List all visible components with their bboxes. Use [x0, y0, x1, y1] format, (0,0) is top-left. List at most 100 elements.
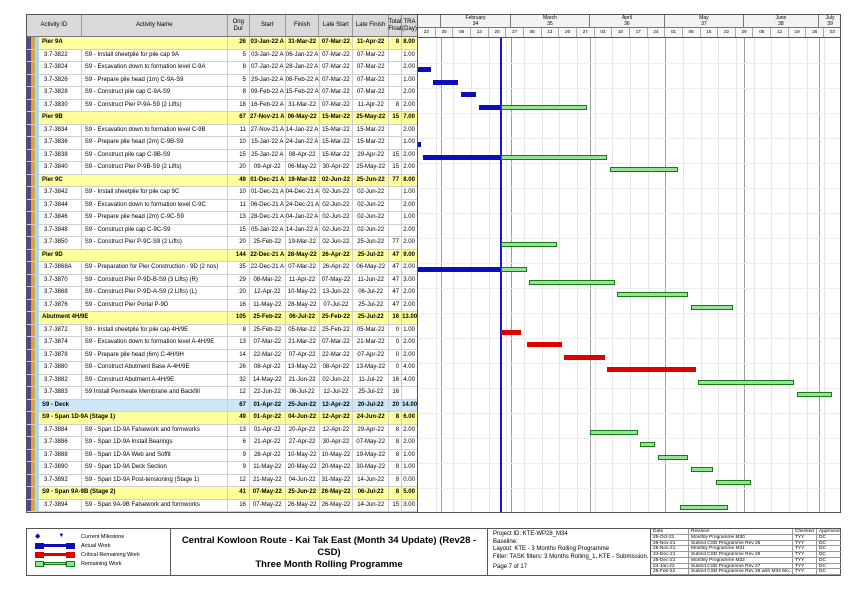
- ls-cell: 26-May-22: [320, 499, 354, 511]
- row-band-stripes: [27, 212, 39, 224]
- week-gridline: [647, 38, 649, 512]
- timeline-week-cell: 23: [418, 28, 436, 37]
- tra-cell: 1.00: [403, 451, 415, 458]
- table-row: 3.7-3830 S9 - Construct Pier P-9A-S9 (2 L…: [27, 99, 417, 112]
- lf-cell: 25-Jul-22: [353, 312, 390, 324]
- dur-cell: 35: [228, 262, 250, 274]
- tra-cell: 2.00: [403, 64, 415, 70]
- month-gridline: [819, 38, 821, 512]
- start-cell: 09-Feb-22 A: [250, 87, 286, 99]
- activity-name-cell: S9 - Prepare pile head (2m) C-9C-S9: [82, 212, 228, 224]
- start-cell: 01-Apr-22: [250, 412, 286, 424]
- legend-item-remaining-work: Remaining Work: [35, 559, 170, 568]
- lf-cell: 25-Jul-22: [353, 387, 390, 399]
- start-cell: 28-Dec-21 A: [250, 212, 286, 224]
- ls-cell: 02-Jun-22: [320, 212, 354, 224]
- row-band-stripes: [27, 499, 39, 511]
- lf-cell: 07-Mar-22: [353, 74, 390, 86]
- dur-cell: 41: [228, 487, 250, 499]
- start-cell: 25-Feb-22: [250, 237, 286, 249]
- row-band-stripes: [27, 174, 39, 186]
- finish-cell: 06-Jul-22: [286, 387, 320, 399]
- table-row: S9 - Span 1D-9A (Stage 1) 49 01-Apr-22 04-J…: [27, 412, 417, 425]
- programme-title: Central Kowloon Route - Kai Tak East (Mo…: [171, 529, 488, 575]
- row-gridline: [418, 313, 840, 314]
- timeline-week-cell: 03: [824, 28, 840, 37]
- dur-cell: 32: [228, 374, 250, 386]
- dur-cell: 18: [228, 99, 250, 111]
- tra-cell: 1.00: [403, 76, 415, 83]
- row-band-stripes: [27, 124, 39, 136]
- ls-cell: 07-May-22: [320, 274, 354, 286]
- tf-cell: 15: [389, 112, 403, 124]
- tf-cell: [389, 124, 403, 136]
- ls-cell: 13-Jun-22: [320, 287, 354, 299]
- activity-id-cell: 3.7-3842: [39, 187, 82, 199]
- tra-cell: 4.00: [403, 376, 415, 383]
- finish-cell: 28-May-22: [286, 299, 320, 311]
- ls-cell: 07-Jul-22: [320, 299, 354, 311]
- tra-cell: 8.00: [403, 176, 415, 183]
- table-row: 3.7-3870 S9 - Construct Pier P-9D-B-S9 (3…: [27, 274, 417, 287]
- lf-cell: 29-Apr-22: [353, 424, 390, 436]
- activity-name-cell: S9 - Construct Pier Portal P-9D: [82, 299, 228, 311]
- lf-cell: 25-Jul-22: [353, 249, 390, 261]
- tra-cell: 2.00: [403, 351, 415, 358]
- table-row: 3.7-3842 S9 - Install sheetpile for pile …: [27, 187, 417, 200]
- dur-cell: 16: [228, 299, 250, 311]
- tf-cell: [389, 212, 403, 224]
- week-gridline: [453, 38, 455, 512]
- start-cell: 07-May-22: [250, 487, 286, 499]
- row-band-stripes: [27, 324, 39, 336]
- finish-cell: 20-May-22: [286, 462, 320, 474]
- tf-cell: 47: [389, 299, 403, 311]
- finish-cell: 19-Mar-22: [286, 174, 320, 186]
- gantt-bar-remaining: [617, 292, 689, 297]
- row-gridline: [418, 338, 840, 339]
- finish-cell: 24-Dec-21 A: [286, 199, 320, 211]
- page-number: Page 7 of 17: [493, 564, 528, 570]
- finish-cell: 10-May-22: [286, 287, 320, 299]
- group-name-cell: Pier 9D: [39, 249, 228, 261]
- table-row: Pier 9B 67 27-Nov-21 A 06-May-22 15-Mar-22 25…: [27, 112, 417, 125]
- activity-id-cell: 3.7-3882: [39, 374, 82, 386]
- finish-cell: 25-Jun-22: [286, 399, 320, 411]
- lf-cell: 07-Mar-22: [353, 87, 390, 99]
- gantt-bar-remaining: [680, 504, 729, 510]
- week-gridline: [789, 38, 790, 512]
- tra-cell: 4.00: [403, 364, 415, 370]
- tra-cell: 8.00: [403, 39, 415, 45]
- start-cell: 06-Dec-21 A: [250, 199, 286, 211]
- activity-id-cell: 3.7-3834: [39, 124, 82, 136]
- lf-cell: 13-May-22: [353, 362, 390, 374]
- activity-name-cell: S9 - Construct Pier P-9D-B-S9 (3 Lifts) …: [82, 274, 228, 286]
- tf-cell: [389, 49, 403, 61]
- table-row: 3.7-3868 S9 - Construct Pier P-9D-A-S9 (2…: [27, 287, 417, 300]
- group-name-cell: S9 - Deck: [39, 399, 228, 411]
- table-row: 3.7-3874 S9 - Excavation down to formatio…: [27, 337, 417, 350]
- tf-cell: 8: [389, 487, 403, 499]
- start-cell: 25-Jan-22 A: [250, 149, 286, 161]
- gantt-body: [418, 38, 840, 512]
- timeline-week-cell: 06: [524, 28, 542, 37]
- filter-info: Filter: TASK filters: 3 Months Rolling_1…: [493, 553, 649, 560]
- start-cell: 22-Dec-21 A: [250, 262, 286, 274]
- table-row: 3.7-3892 S9 - Span 1D-9A Post-tensioning …: [27, 474, 417, 487]
- week-gridline: [506, 38, 508, 512]
- row-band-stripes: [27, 274, 39, 286]
- tf-cell: [389, 199, 403, 211]
- tra-cell: 2.00: [403, 164, 415, 170]
- revision-table-header: Date Revision Checked Approved: [651, 529, 841, 535]
- tra-cell: 13.00: [402, 314, 417, 320]
- column-header-late-start: Late Start: [319, 15, 354, 36]
- activity-name-cell: S9 - Excavation down to formation level …: [82, 124, 228, 136]
- activity-name-cell: S9 - Span 1D-9A Falsework and formworks: [82, 424, 228, 436]
- activity-id-cell: 3.7-3890: [39, 462, 82, 474]
- activity-id-cell: 3.7-3850: [39, 237, 82, 249]
- row-band-stripes: [27, 137, 39, 149]
- dur-cell: 8: [228, 324, 250, 336]
- activity-id-cell: 3.7-3826: [39, 74, 82, 86]
- finish-cell: 21-Mar-22: [286, 337, 320, 349]
- ls-cell: 30-Apr-22: [320, 437, 354, 449]
- row-gridline: [418, 113, 840, 114]
